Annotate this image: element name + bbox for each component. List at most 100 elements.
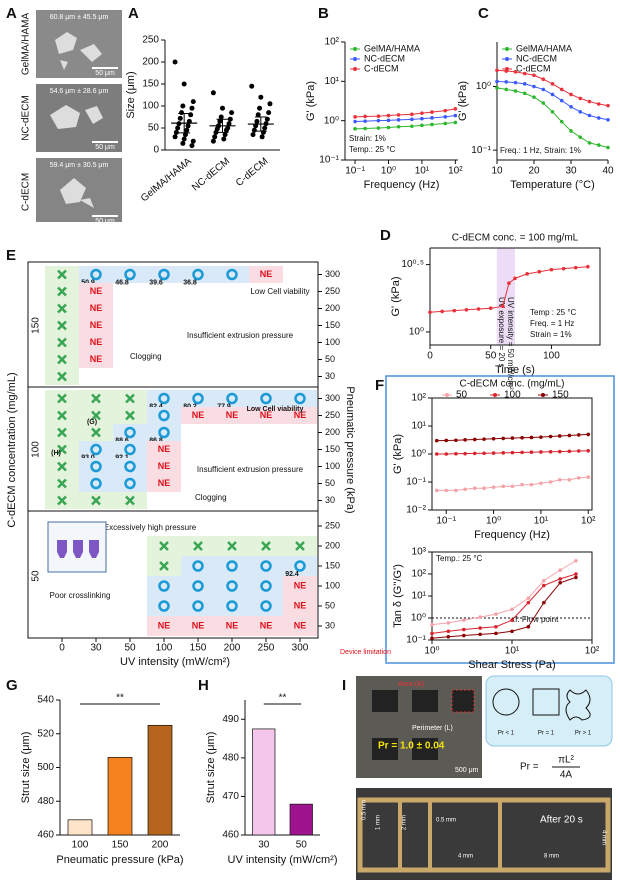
point	[376, 114, 381, 118]
point	[482, 437, 486, 441]
x-tick-label: 10¹	[415, 166, 430, 177]
point	[386, 118, 391, 123]
y2-tick-label: 100	[325, 580, 340, 590]
point	[558, 580, 562, 585]
point	[410, 112, 414, 117]
series-line	[355, 121, 456, 130]
point	[227, 116, 233, 122]
x-tick-label: 100	[156, 643, 173, 654]
point	[541, 87, 546, 92]
ring	[260, 600, 272, 612]
label: Pr = 1	[538, 731, 555, 737]
panel-letter: A	[128, 5, 139, 22]
pore	[412, 738, 438, 760]
point	[180, 140, 186, 146]
ring	[158, 600, 170, 612]
point	[444, 438, 449, 443]
point	[353, 115, 357, 119]
point	[472, 486, 477, 491]
cross	[57, 286, 67, 297]
point	[440, 309, 444, 314]
point	[550, 92, 555, 97]
dim: 2 mm	[402, 815, 408, 830]
y-tick-label: 520	[37, 728, 54, 739]
point	[267, 101, 273, 107]
y-tick-label: 10⁻¹	[471, 145, 491, 156]
group-label: 100	[31, 441, 42, 458]
cross	[91, 393, 101, 404]
y2-tick-label: 300	[325, 393, 340, 403]
cell-bg	[249, 576, 283, 596]
x-tick-label: 10¹	[534, 516, 549, 527]
point	[526, 596, 531, 600]
x-tick-label: NC-dECM	[190, 156, 232, 194]
point	[558, 577, 562, 581]
size-label: 60.8 μm ± 45.5 μm	[50, 14, 109, 21]
x-tick-label: 300	[292, 643, 309, 654]
point	[478, 626, 482, 630]
ne-label: NE	[158, 620, 171, 630]
cell-bg	[249, 390, 283, 407]
point	[177, 115, 183, 121]
y-tick-label: 10⁰	[411, 449, 426, 460]
legend-label: 50	[456, 390, 468, 401]
cross	[57, 393, 67, 404]
cell-bg	[283, 556, 317, 576]
point	[569, 129, 573, 133]
y-axis-label: C-dECM concentration (mg/mL)	[6, 372, 18, 527]
point	[363, 119, 367, 123]
point	[491, 436, 496, 441]
point	[249, 83, 255, 89]
y2-tick-label: 50	[325, 354, 335, 364]
point	[434, 488, 439, 493]
point	[376, 126, 381, 130]
ne-label: NE	[90, 337, 103, 347]
cell-bg	[215, 576, 249, 596]
chart-title: C-dECM conc. = 100 mg/mL	[452, 233, 579, 244]
point	[491, 485, 496, 490]
point	[213, 129, 219, 135]
y-tick-label: 250	[142, 35, 159, 46]
cross	[57, 337, 67, 348]
y-axis-label: Strut size (μm)	[20, 732, 32, 804]
cell-bg	[249, 596, 283, 616]
cell-bg	[215, 556, 249, 576]
point	[443, 121, 448, 126]
x-tick-label: 0	[427, 351, 433, 362]
point	[430, 110, 434, 114]
point	[550, 82, 555, 86]
point	[454, 438, 458, 443]
cell-value: 82.4	[149, 403, 163, 410]
panel-letter: C	[478, 5, 489, 22]
point	[218, 114, 224, 120]
cross	[57, 461, 67, 472]
point	[574, 572, 578, 576]
panel-letter: B	[318, 5, 329, 22]
ring	[192, 392, 204, 405]
legend-swatch	[505, 67, 509, 71]
note: Device limitation	[340, 649, 391, 656]
point	[542, 578, 546, 583]
cell-bg	[283, 407, 317, 424]
x-tick-label: 30	[90, 643, 102, 654]
cell-value: 39.6	[149, 279, 163, 286]
point	[173, 129, 179, 135]
point	[210, 90, 216, 96]
point	[180, 103, 186, 109]
dim: 1 mm	[376, 815, 382, 830]
point	[529, 435, 534, 440]
formula: Pr =	[520, 762, 539, 773]
ne-label: NE	[294, 580, 307, 590]
sem-image	[36, 10, 122, 78]
dim: 8 mm	[544, 854, 559, 860]
point	[258, 94, 264, 100]
point	[410, 124, 414, 129]
panel-letter: A	[6, 5, 17, 22]
point	[222, 132, 228, 138]
point	[569, 104, 573, 109]
cell-value: 36.8	[183, 279, 197, 286]
point	[494, 612, 498, 616]
ring	[226, 600, 238, 612]
point	[190, 99, 196, 105]
x-tick-label: 50	[296, 840, 308, 851]
